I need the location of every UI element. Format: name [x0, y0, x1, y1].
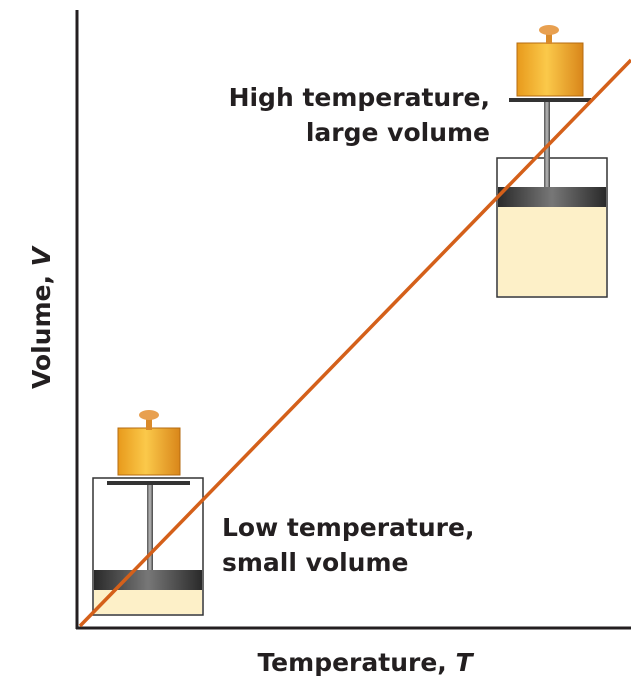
large-cylinder	[496, 25, 608, 298]
small-cylinder	[92, 410, 204, 616]
annotation-line: High temperature,	[229, 83, 490, 112]
x-axis-label: Temperature, T	[257, 648, 474, 677]
annotation-line: large volume	[306, 118, 490, 147]
y-axis-label-text: Volume,	[27, 266, 56, 389]
y-axis-label: Volume, V	[27, 245, 56, 389]
y-axis-variable: V	[27, 245, 56, 266]
annotation-line: Low temperature,	[222, 513, 474, 542]
x-axis-label-text: Temperature,	[257, 648, 455, 677]
annotation-line: small volume	[222, 548, 409, 577]
x-axis-variable: T	[455, 648, 474, 677]
trend-line	[78, 58, 631, 628]
